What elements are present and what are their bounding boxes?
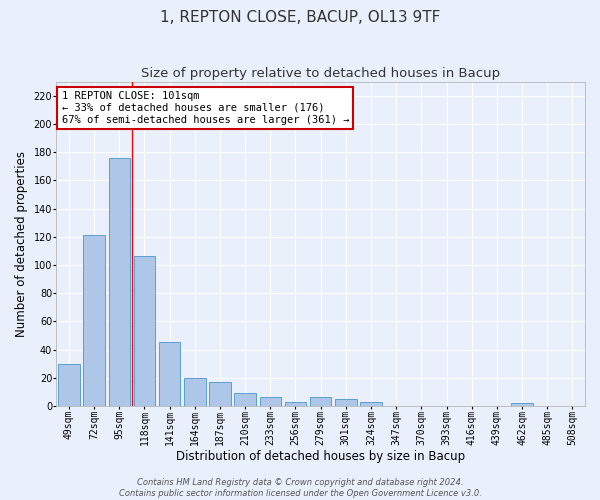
- Y-axis label: Number of detached properties: Number of detached properties: [15, 151, 28, 337]
- Bar: [260, 398, 281, 406]
- Bar: [285, 402, 306, 406]
- Text: 1, REPTON CLOSE, BACUP, OL13 9TF: 1, REPTON CLOSE, BACUP, OL13 9TF: [160, 10, 440, 25]
- Bar: [361, 402, 382, 406]
- Bar: [310, 398, 331, 406]
- Bar: [134, 256, 155, 406]
- Bar: [83, 236, 105, 406]
- Title: Size of property relative to detached houses in Bacup: Size of property relative to detached ho…: [141, 68, 500, 80]
- Bar: [184, 378, 206, 406]
- Bar: [235, 393, 256, 406]
- Bar: [109, 158, 130, 406]
- Bar: [209, 382, 230, 406]
- Bar: [159, 342, 181, 406]
- Bar: [335, 399, 356, 406]
- Text: 1 REPTON CLOSE: 101sqm
← 33% of detached houses are smaller (176)
67% of semi-de: 1 REPTON CLOSE: 101sqm ← 33% of detached…: [62, 92, 349, 124]
- Bar: [58, 364, 80, 406]
- X-axis label: Distribution of detached houses by size in Bacup: Distribution of detached houses by size …: [176, 450, 465, 462]
- Text: Contains HM Land Registry data © Crown copyright and database right 2024.
Contai: Contains HM Land Registry data © Crown c…: [119, 478, 481, 498]
- Bar: [511, 403, 533, 406]
